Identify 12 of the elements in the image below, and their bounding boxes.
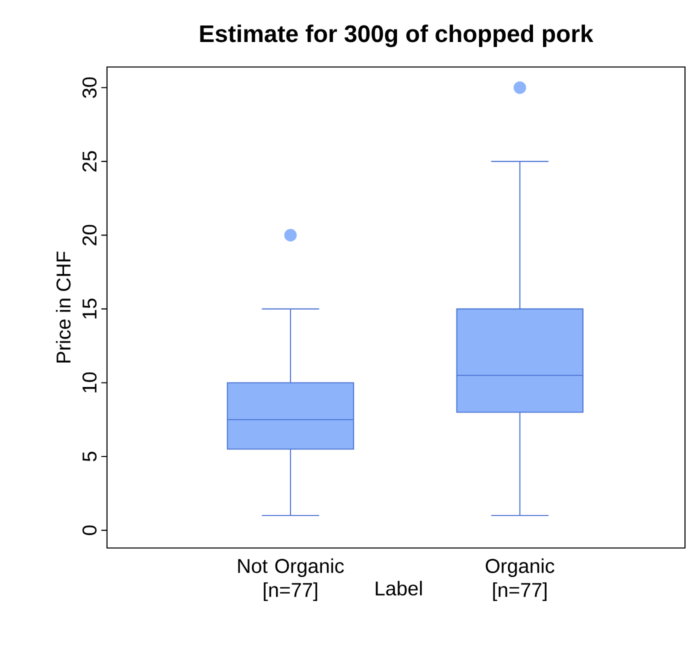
y-tick-label: 20 [82, 224, 97, 246]
y-tick-label: 0 [82, 526, 97, 536]
x-tick-label: Not Organic [n=77] [238, 558, 344, 602]
y-tick-label: 10 [82, 372, 97, 392]
y-tick-label: 30 [82, 77, 97, 98]
x-axis-title: Label [376, 580, 422, 596]
y-tick-label: 25 [82, 151, 97, 172]
y-tick-label: 5 [82, 452, 97, 462]
chart-title: Estimate for 300g of chopped pork [200, 24, 594, 48]
y-tick-label: 15 [82, 298, 97, 319]
y-axis-title: Price in CHF [56, 252, 71, 363]
x-tick-label: Organic [n=77] [486, 558, 554, 602]
